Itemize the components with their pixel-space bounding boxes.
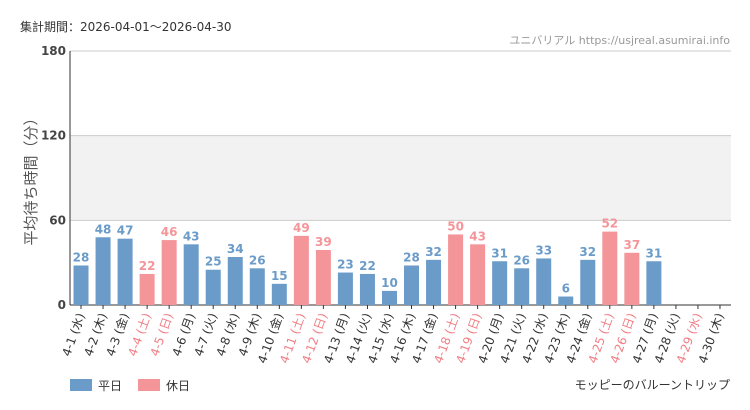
value-label: 23 bbox=[337, 258, 354, 272]
chart-title: 集計期間：2026-04-01～2026-04-30 bbox=[20, 19, 231, 34]
bar bbox=[536, 258, 552, 305]
value-label: 46 bbox=[161, 225, 178, 239]
value-label: 31 bbox=[491, 246, 508, 260]
y-tick-label: 120 bbox=[41, 129, 66, 143]
value-label: 6 bbox=[562, 282, 570, 296]
value-label: 32 bbox=[425, 245, 442, 259]
value-label: 10 bbox=[381, 276, 398, 290]
bar bbox=[558, 296, 574, 305]
bar bbox=[470, 244, 486, 305]
value-label: 32 bbox=[579, 245, 596, 259]
y-tick-label: 0 bbox=[58, 298, 66, 312]
bar bbox=[227, 257, 243, 305]
value-label: 39 bbox=[315, 235, 332, 249]
value-label: 49 bbox=[293, 221, 310, 235]
bar bbox=[448, 234, 464, 305]
bar bbox=[117, 238, 133, 305]
value-label: 31 bbox=[646, 246, 663, 260]
bar bbox=[183, 244, 199, 305]
bar bbox=[73, 265, 89, 305]
bar bbox=[337, 272, 353, 305]
bar bbox=[426, 259, 442, 305]
value-label: 48 bbox=[95, 222, 112, 236]
bar bbox=[381, 290, 397, 305]
legend-swatch bbox=[70, 379, 92, 391]
bar bbox=[249, 268, 265, 305]
value-label: 15 bbox=[271, 269, 288, 283]
value-label: 28 bbox=[403, 250, 420, 264]
bar bbox=[161, 240, 177, 305]
bar bbox=[271, 283, 287, 305]
bar bbox=[404, 265, 420, 305]
value-label: 22 bbox=[359, 259, 376, 273]
value-label: 50 bbox=[447, 219, 464, 233]
bar bbox=[602, 231, 618, 305]
grid-band bbox=[70, 135, 731, 221]
bar bbox=[514, 268, 530, 305]
bar bbox=[580, 259, 596, 305]
value-label: 25 bbox=[205, 255, 222, 269]
bar bbox=[139, 273, 155, 305]
value-label: 52 bbox=[601, 217, 618, 231]
value-label: 26 bbox=[249, 253, 266, 267]
value-label: 43 bbox=[469, 229, 486, 243]
bar bbox=[95, 237, 111, 305]
bar bbox=[624, 252, 640, 305]
y-tick-label: 180 bbox=[41, 44, 66, 58]
value-label: 22 bbox=[139, 259, 156, 273]
bar bbox=[205, 269, 221, 305]
bar bbox=[315, 249, 331, 305]
value-label: 33 bbox=[535, 243, 552, 257]
source: ユニバリアル https://usjreal.asumirai.info bbox=[509, 34, 730, 47]
bar bbox=[293, 235, 309, 305]
y-axis-title: 平均待ち時間（分） bbox=[22, 110, 40, 245]
y-tick-label: 60 bbox=[49, 213, 66, 227]
value-label: 43 bbox=[183, 229, 200, 243]
legend-label: 休日 bbox=[166, 379, 190, 393]
value-label: 47 bbox=[117, 224, 134, 238]
value-label: 34 bbox=[227, 242, 244, 256]
bar bbox=[492, 261, 508, 305]
legend-swatch bbox=[138, 379, 160, 391]
bar bbox=[359, 273, 375, 305]
legend-label: 平日 bbox=[98, 379, 122, 393]
value-label: 37 bbox=[623, 238, 640, 252]
bar bbox=[646, 261, 662, 305]
footer: モッピーのバルーントリップ bbox=[575, 378, 730, 392]
value-label: 26 bbox=[513, 253, 530, 267]
value-label: 28 bbox=[73, 250, 90, 264]
